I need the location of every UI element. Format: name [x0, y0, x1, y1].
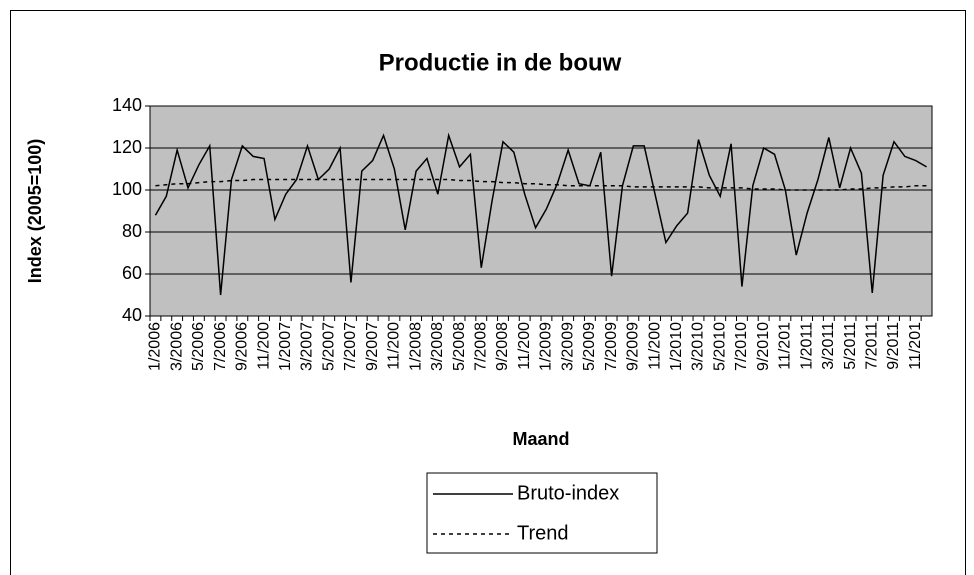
x-tick-label: 7/2007 [342, 322, 359, 371]
x-tick-label: 5/2011 [842, 322, 859, 370]
legend-label: Trend [517, 522, 569, 544]
x-tick-label: 1/2007 [277, 322, 294, 371]
x-tick-label: 5/2007 [320, 322, 337, 371]
y-tick-label: 60 [122, 263, 142, 283]
x-tick-label: 11/201 [777, 322, 794, 370]
y-tick-label: 40 [122, 305, 142, 325]
x-axis-label: Maand [512, 429, 569, 449]
y-tick-label: 140 [112, 95, 142, 115]
x-tick-label: 3/2010 [690, 322, 707, 371]
chart-title: Productie in de bouw [379, 49, 622, 76]
x-tick-label: 9/2006 [234, 322, 251, 371]
legend-box [426, 472, 658, 554]
x-tick-label: 11/200 [386, 322, 403, 370]
x-tick-label: 1/2009 [538, 322, 555, 371]
y-tick-label: 120 [112, 137, 142, 157]
x-tick-label: 11/200 [646, 322, 663, 370]
x-tick-label: 7/2010 [733, 322, 750, 371]
legend-label: Bruto-index [517, 482, 619, 504]
y-axis-label: Index (2005=100) [25, 139, 45, 284]
x-tick-label: 5/2008 [451, 322, 468, 371]
x-tick-label: 3/2011 [820, 322, 837, 370]
x-tick-label: 5/2009 [581, 322, 598, 371]
x-tick-label: 9/2009 [625, 322, 642, 371]
x-tick-label: 7/2008 [472, 322, 489, 371]
x-tick-label: 1/2006 [147, 322, 164, 371]
x-tick-label: 3/2007 [299, 322, 316, 371]
x-tick-label: 7/2009 [603, 322, 620, 371]
x-tick-label: 3/2009 [559, 322, 576, 371]
x-tick-label: 5/2010 [711, 322, 728, 371]
x-tick-label: 9/2010 [755, 322, 772, 371]
x-tick-label: 3/2006 [168, 322, 185, 371]
x-tick-label: 7/2011 [863, 322, 880, 370]
y-tick-label: 80 [122, 221, 142, 241]
x-tick-label: 9/2007 [364, 322, 381, 371]
y-tick-label: 100 [112, 179, 142, 199]
x-tick-label: 9/2008 [494, 322, 511, 371]
x-tick-label: 5/2006 [190, 322, 207, 371]
plot-area [150, 106, 932, 316]
x-tick-label: 1/2010 [668, 322, 685, 371]
x-tick-label: 11/201 [907, 322, 924, 370]
line-series [154, 132, 927, 296]
x-tick-label: 1/2011 [798, 322, 815, 370]
x-tick-label: 3/2008 [429, 322, 446, 371]
x-tick-label: 11/200 [255, 322, 272, 370]
x-tick-label: 11/200 [516, 322, 533, 370]
x-tick-label: 9/2011 [885, 322, 902, 370]
line-series [155, 178, 927, 191]
x-tick-label: 7/2006 [212, 322, 229, 371]
x-tick-label: 1/2008 [407, 322, 424, 371]
